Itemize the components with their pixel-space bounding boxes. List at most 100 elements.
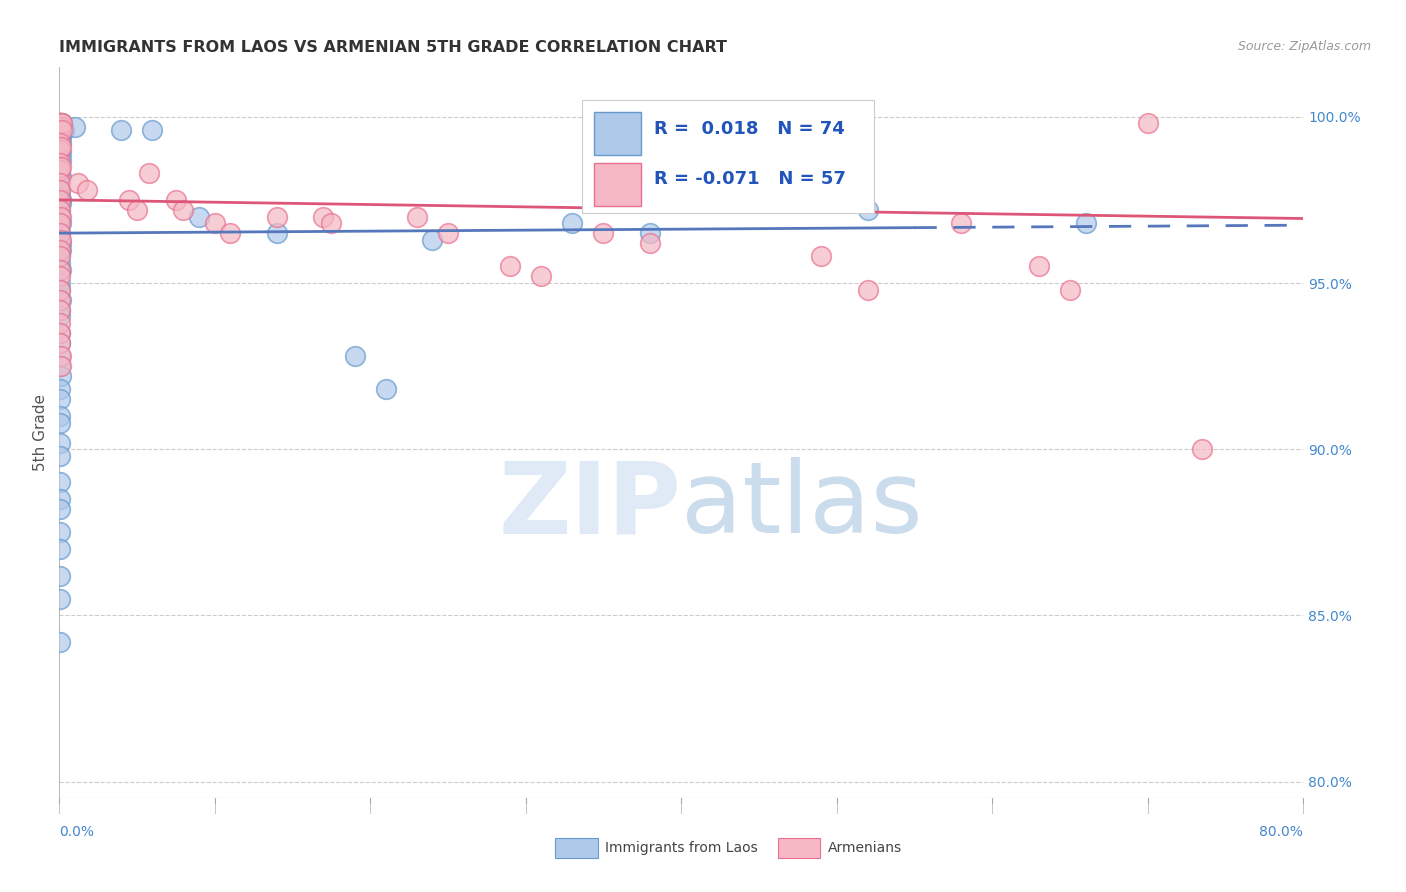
Point: [49, 525, 72, 540]
FancyBboxPatch shape: [595, 163, 641, 206]
Point: [49, 116, 72, 130]
Point: [49, 160, 72, 174]
Point: [49, 183, 72, 197]
Point: [51, 116, 73, 130]
Point: [638, 236, 661, 251]
Text: atlas: atlas: [682, 458, 922, 554]
Point: [49, 435, 72, 450]
Point: [49, 369, 72, 384]
Point: [321, 216, 343, 230]
Point: [49, 262, 72, 277]
Point: [49, 249, 72, 263]
Point: [49, 189, 72, 203]
Point: [810, 249, 832, 263]
Point: [49, 210, 72, 224]
Point: [49, 196, 72, 211]
Point: [49, 120, 72, 134]
Point: [49, 143, 72, 157]
Point: [1028, 260, 1050, 274]
Point: [49, 120, 72, 134]
Text: 80.0%: 80.0%: [1260, 825, 1303, 839]
Point: [49, 120, 72, 134]
Point: [49, 293, 72, 307]
Point: [51, 123, 73, 137]
Point: [118, 193, 141, 207]
Point: [49, 233, 72, 247]
Point: [49, 502, 72, 516]
Point: [49, 269, 72, 284]
Point: [49, 243, 72, 257]
Point: [49, 202, 72, 217]
Point: [141, 123, 163, 137]
Point: [49, 116, 72, 130]
Point: [165, 193, 187, 207]
Point: [1191, 442, 1213, 457]
Point: [49, 541, 72, 556]
Text: Source: ZipAtlas.com: Source: ZipAtlas.com: [1237, 40, 1371, 54]
Point: [49, 116, 72, 130]
Point: [49, 183, 72, 197]
Point: [49, 302, 72, 317]
Point: [53, 123, 76, 137]
Point: [49, 216, 72, 230]
Point: [49, 416, 72, 430]
Point: [49, 156, 72, 170]
Point: [437, 226, 460, 240]
Point: [405, 210, 427, 224]
Point: [49, 449, 72, 463]
Point: [49, 243, 72, 257]
Point: [49, 133, 72, 147]
Point: [49, 150, 72, 164]
Point: [49, 256, 72, 270]
Point: [561, 216, 583, 230]
Point: [49, 492, 72, 507]
Point: [49, 226, 72, 240]
FancyBboxPatch shape: [582, 100, 875, 213]
Point: [49, 335, 72, 350]
Text: Armenians: Armenians: [828, 841, 903, 855]
Point: [638, 226, 661, 240]
Point: [856, 283, 879, 297]
Point: [49, 136, 72, 151]
Point: [76, 183, 98, 197]
Point: [1074, 216, 1097, 230]
Point: [51, 120, 73, 134]
Point: [204, 216, 226, 230]
Point: [1059, 283, 1081, 297]
Point: [343, 349, 366, 363]
Point: [49, 202, 72, 217]
Text: ZIP: ZIP: [498, 458, 682, 554]
Text: R =  0.018   N = 74: R = 0.018 N = 74: [654, 120, 845, 138]
Point: [49, 143, 72, 157]
Point: [49, 146, 72, 161]
Point: [49, 326, 72, 340]
Point: [51, 120, 73, 134]
Point: [49, 349, 72, 363]
Point: [49, 326, 72, 340]
Point: [312, 210, 335, 224]
Point: [49, 163, 72, 178]
Point: [49, 262, 72, 277]
Point: [49, 160, 72, 174]
Point: [49, 233, 72, 247]
Point: [49, 129, 72, 144]
Point: [499, 260, 522, 274]
Point: [51, 116, 73, 130]
Text: 0.0%: 0.0%: [59, 825, 94, 839]
Point: [49, 176, 72, 190]
Point: [49, 236, 72, 251]
Point: [49, 293, 72, 307]
Point: [51, 116, 73, 130]
Point: [51, 123, 73, 137]
Point: [49, 166, 72, 180]
Point: [49, 283, 72, 297]
Point: [49, 116, 72, 130]
Point: [592, 226, 614, 240]
Point: [188, 210, 211, 224]
Point: [49, 139, 72, 153]
Point: [173, 202, 195, 217]
Point: [422, 233, 444, 247]
Point: [49, 249, 72, 263]
Point: [49, 591, 72, 606]
Point: [49, 383, 72, 397]
